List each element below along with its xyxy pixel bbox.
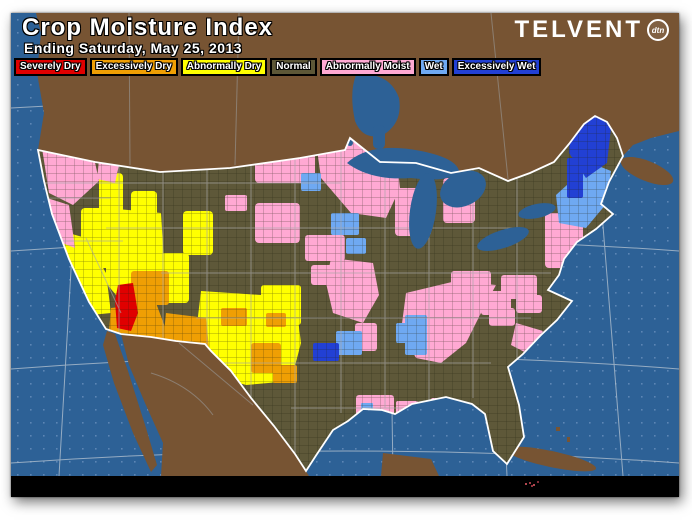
legend-chip-abnormally-moist: Abnormally Moist [319,58,416,76]
dtn-badge-icon: dtn [647,19,669,41]
legend-chip-excessively-dry: Excessively Dry [89,58,178,76]
weather-map-image: Crop Moisture Index Ending Saturday, May… [11,13,679,497]
legend-chip-abnormally-dry: Abnormally Dry [180,58,268,76]
page-subtitle: Ending Saturday, May 25, 2013 [24,40,243,56]
legend-chip-excessively-wet: Excessively Wet [451,58,542,76]
great-lakes [347,74,556,251]
us-border-outline [36,114,624,473]
legend-chip-normal: Normal [270,58,317,76]
telvent-wordmark: TELVENT [514,16,643,43]
moisture-legend: Severely Dry Excessively Dry Abnormally … [14,58,542,76]
mexico-landmass [103,331,597,476]
legend-chip-severely-dry: Severely Dry [14,58,87,76]
bottom-black-bar [11,476,679,497]
page-title: Crop Moisture Index [22,14,274,41]
telvent-dtn-logo: TELVENT dtn [514,16,669,44]
us-map-graphic [11,13,679,477]
state-borders [41,135,551,468]
tiny-red-artifact [525,483,527,485]
legend-chip-wet: Wet [418,58,449,76]
